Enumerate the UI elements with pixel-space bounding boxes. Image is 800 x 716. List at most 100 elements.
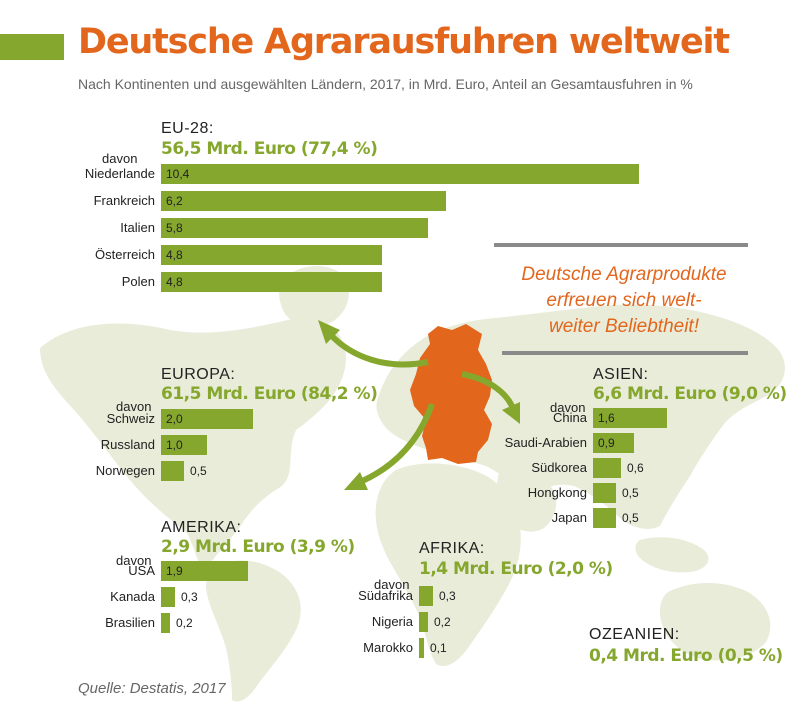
landmass-arabia (497, 468, 557, 532)
region-total-amerika: 2,9 Mrd. Euro (3,9 %) (161, 537, 355, 557)
bar (161, 409, 253, 429)
bar (161, 164, 639, 184)
bar-row-eu28-1: Frankreich 6,2 (94, 191, 446, 211)
title-accent-bar (0, 34, 64, 60)
bar-category-label: USA (128, 563, 155, 578)
bar-category-label: Schweiz (106, 411, 155, 426)
bar-category-label: Italien (120, 220, 155, 235)
bar (593, 408, 667, 428)
page-subtitle: Nach Kontinenten und ausgewählten Länder… (78, 76, 693, 92)
bar-row-amerika-1: Kanada 0,3 (110, 587, 198, 607)
bar (419, 612, 428, 632)
davon-label-eu28: davon (102, 151, 138, 166)
bar-category-label: China (553, 410, 587, 425)
bar-value-label: 2,0 (166, 412, 183, 426)
region-total-afrika: 1,4 Mrd. Euro (2,0 %) (419, 559, 613, 579)
bar (161, 245, 382, 265)
bar-value-label: 4,8 (166, 275, 183, 289)
bar-value-label: 6,2 (166, 194, 183, 208)
bar-row-asien-4: Japan 0,5 (552, 508, 639, 528)
bar (161, 435, 207, 455)
davon-label-afrika: davon (374, 577, 410, 592)
callout-rule-bottom (502, 351, 748, 355)
bar (593, 483, 616, 503)
bar-row-afrika-1: Nigeria 0,2 (372, 612, 451, 632)
bar (161, 461, 184, 481)
bar-category-label: Österreich (95, 247, 155, 262)
region-total-asien: 6,6 Mrd. Euro (9,0 %) (593, 384, 787, 404)
bar-row-eu28-2: Italien 5,8 (120, 218, 428, 238)
bar (161, 272, 382, 292)
bar-row-amerika-2: Brasilien 0,2 (105, 613, 193, 633)
bar-row-europa-2: Norwegen 0,5 (96, 461, 207, 481)
bar-row-eu28-3: Österreich 4,8 (95, 245, 382, 265)
bar-category-label: Norwegen (95, 463, 155, 478)
bar-value-label: 0,3 (181, 590, 198, 604)
region-total-europa: 61,5 Mrd. Euro (84,2 %) (161, 384, 378, 404)
bar-category-label: Südkorea (531, 460, 587, 475)
bar-row-eu28-4: Polen 4,8 (122, 272, 382, 292)
bar-value-label: 0,9 (598, 436, 615, 450)
source-note: Quelle: Destatis, 2017 (78, 680, 226, 697)
bar-value-label: 4,8 (166, 248, 183, 262)
bar-row-amerika-0: USA 1,9 (128, 561, 248, 581)
bar-value-label: 1,0 (166, 438, 183, 452)
bar-value-label: 0,2 (434, 615, 451, 629)
landmass-south-america (206, 560, 301, 702)
bar-row-asien-2: Südkorea 0,6 (531, 458, 644, 478)
page-title: Deutsche Agrarausfuhren weltweit (78, 22, 730, 62)
callout-text: Deutsche Agrarprodukte erfreuen sich wel… (492, 262, 756, 340)
landmass-southeast-asia (635, 537, 709, 573)
bar-row-afrika-0: Südafrika 0,3 (358, 586, 456, 606)
callout-line-1: Deutsche Agrarprodukte (521, 264, 727, 285)
region-name-asien: ASIEN: (593, 366, 649, 383)
bar-value-label: 5,8 (166, 221, 183, 235)
bar-value-label: 0,5 (622, 486, 639, 500)
bar (161, 191, 446, 211)
region-name-eu28: EU-28: (161, 120, 214, 137)
bar-category-label: Saudi-Arabien (504, 435, 587, 450)
bar (161, 587, 175, 607)
region-name-europa: EUROPA: (161, 366, 236, 383)
region-name-afrika: AFRIKA: (419, 540, 485, 557)
bar-row-europa-1: Russland 1,0 (101, 435, 207, 455)
davon-label-asien: davon (550, 400, 586, 415)
bar-value-label: 0,5 (190, 464, 207, 478)
bar-row-asien-1: Saudi-Arabien 0,9 (505, 433, 634, 453)
callout-rule-top (494, 243, 748, 247)
bar (161, 561, 248, 581)
landmass-africa (375, 463, 521, 667)
bar-value-label: 10,4 (166, 167, 190, 181)
bar-value-label: 0,5 (622, 511, 639, 525)
bar (161, 218, 428, 238)
region-name-amerika: AMERIKA: (161, 519, 242, 536)
callout-line-3: weiter Beliebtheit! (549, 316, 699, 337)
bar-category-label: Polen (121, 274, 155, 289)
bar-category-label: Hongkong (527, 485, 587, 500)
region-name-ozeanien: OZEANIEN: (589, 626, 680, 643)
bar-category-label: Frankreich (93, 193, 155, 208)
bar-value-label: 0,1 (430, 641, 447, 655)
bar-row-afrika-2: Marokko 0,1 (363, 638, 447, 658)
bar-row-europa-0: Schweiz 2,0 (107, 409, 253, 429)
region-total-ozeanien: 0,4 Mrd. Euro (0,5 %) (589, 646, 783, 666)
bar (593, 433, 634, 453)
bar-value-label: 0,6 (627, 461, 644, 475)
region-total-eu28: 56,5 Mrd. Euro (77,4 %) (161, 139, 378, 159)
bar-value-label: 1,9 (166, 564, 183, 578)
bar (593, 508, 616, 528)
bar-category-label: Niederlande (84, 166, 155, 181)
bar-value-label: 1,6 (598, 411, 615, 425)
bar (161, 613, 170, 633)
davon-label-amerika: davon (116, 553, 152, 568)
bar (419, 586, 433, 606)
bar-category-label: Marokko (363, 640, 413, 655)
bar (593, 458, 621, 478)
bar-row-eu28-0: Niederlande 10,4 (85, 164, 639, 184)
davon-label-europa: davon (116, 399, 152, 414)
bar-category-label: Brasilien (105, 615, 155, 630)
callout-line-2: erfreuen sich welt- (546, 290, 702, 311)
bar-value-label: 0,2 (176, 616, 193, 630)
